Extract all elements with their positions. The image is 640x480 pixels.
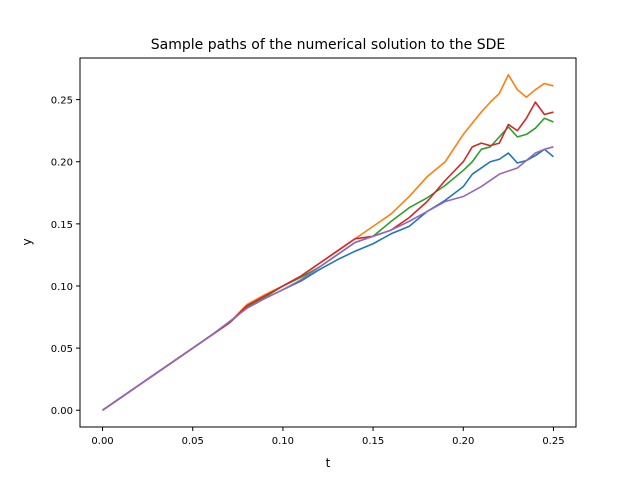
x-tick-label: 0.05 (182, 436, 204, 447)
y-axis-label: y (20, 238, 34, 245)
chart-title: Sample paths of the numerical solution t… (151, 37, 505, 53)
y-tick-label: 0.25 (51, 96, 73, 107)
series-lines (102, 73, 554, 411)
x-tick-label: 0.20 (452, 436, 474, 447)
series-line-5 (102, 146, 554, 411)
y-tick-label: 0.20 (51, 158, 73, 169)
x-tick-label: 0.00 (91, 436, 113, 447)
x-axis: 0.00 0.05 0.10 0.15 0.20 0.25 (91, 427, 565, 447)
plot-frame (79, 57, 577, 428)
y-tick-label: 0.00 (51, 406, 73, 417)
y-tick-label: 0.05 (51, 344, 73, 355)
x-axis-label: t (326, 456, 331, 470)
y-axis: 0.00 0.05 0.10 0.15 0.20 0.25 (51, 96, 80, 417)
x-tick-label: 0.15 (362, 436, 384, 447)
x-tick-label: 0.25 (542, 436, 564, 447)
x-tick-label: 0.10 (272, 436, 294, 447)
y-tick-label: 0.15 (51, 220, 73, 231)
y-tick-label: 0.10 (51, 282, 73, 293)
